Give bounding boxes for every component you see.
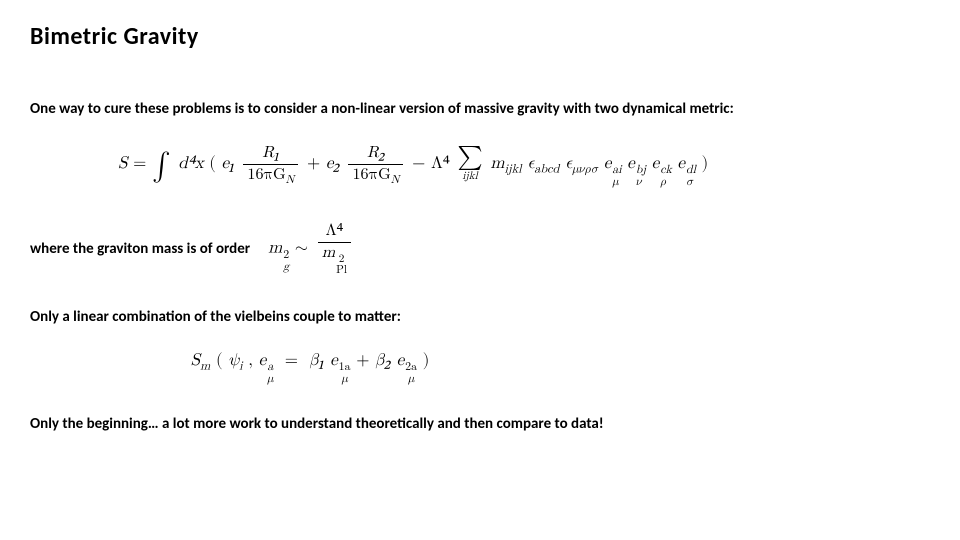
mat-rparen: )	[423, 352, 430, 369]
mpl-sq: 2	[336, 254, 347, 265]
sym-Sm: S	[191, 352, 200, 369]
sym-R1: R₁	[262, 145, 279, 161]
graviton-mass-text: where the graviton mass is of order	[30, 239, 250, 259]
sym-denN1: N	[286, 175, 295, 186]
sym-sum-sub: ijkl	[457, 170, 482, 183]
sym-ev2: e	[627, 155, 635, 172]
supsub-1: aiμ	[612, 165, 621, 189]
supsub-3: ckρ	[660, 165, 672, 189]
frac-R1: R₁ 16πGN	[243, 143, 298, 185]
sym-psi: ψ	[228, 352, 239, 369]
sym-sum: ∑	[457, 145, 482, 169]
mass-mPl: m	[322, 245, 335, 261]
sym-den2: 16πG	[352, 167, 390, 183]
me2-supsub: 2aμ	[405, 362, 417, 386]
sym-Lambda4: Λ⁴	[431, 155, 450, 172]
sym-b2: β₂	[375, 352, 391, 369]
sym-b1: β₁	[309, 352, 324, 369]
sum-icon: ∑ ijkl	[457, 145, 482, 183]
me1sub: μ	[339, 374, 351, 386]
mpl-Pl: Pl	[336, 265, 347, 276]
sym-ev3: e	[652, 155, 660, 172]
sym-lparen: (	[209, 155, 216, 172]
sym-me1: e	[330, 352, 338, 369]
equation-math: S = ∫ d⁴x ( e₁ R₁ 16πGN + e₂ R₂ 16πGN − …	[118, 155, 708, 172]
supsub-4: dlσ	[686, 165, 696, 189]
slide-title: Bimetric Gravity	[30, 22, 930, 51]
v1sub: μ	[612, 177, 621, 189]
mat-lparen: (	[216, 352, 223, 369]
integral-icon: ∫	[152, 149, 171, 183]
sym-eq: =	[133, 155, 146, 172]
sym-denN2: N	[391, 175, 400, 186]
sym-eps1-sub: abcd	[534, 163, 559, 175]
frac-mass: Λ⁴ m2Pl	[318, 221, 351, 277]
sym-R2: R₂	[367, 145, 385, 161]
closing-paragraph: Only the beginning… a lot more work to u…	[30, 414, 930, 434]
action-equation: S = ∫ d⁴x ( e₁ R₁ 16πGN + e₂ R₂ 16πGN − …	[118, 143, 930, 189]
sym-den1: 16πG	[247, 167, 285, 183]
v2sub: ν	[636, 177, 646, 189]
frac-R2: R₂ 16πGN	[348, 143, 403, 185]
e-mu: μ	[267, 374, 273, 386]
sym-rparen: )	[702, 155, 709, 172]
intro-paragraph: One way to cure these problems is to con…	[30, 99, 930, 119]
mg-g: g	[283, 262, 289, 274]
sym-minus: −	[412, 155, 425, 172]
graviton-mass-row: where the graviton mass is of order m2g …	[30, 221, 930, 277]
sym-e: e	[259, 352, 267, 369]
sym-psi-i: i	[239, 360, 242, 372]
v4sub: σ	[686, 177, 696, 189]
sym-eps2-sub: μνρσ	[572, 163, 598, 175]
e-supsub: aμ	[267, 362, 273, 386]
mass-num: Λ⁴	[325, 223, 343, 239]
sym-m: m	[490, 155, 504, 172]
graviton-mass-equation: m2g ∼ Λ⁴ m2Pl	[268, 221, 354, 277]
supsub-2: bjν	[636, 165, 646, 189]
me2sub: μ	[405, 374, 417, 386]
slide: Bimetric Gravity One way to cure these p…	[0, 0, 960, 540]
sym-mg: m	[268, 240, 282, 257]
v3sub: ρ	[660, 177, 672, 189]
sym-e2: e₂	[326, 155, 340, 172]
sym-plus1: +	[307, 155, 320, 172]
sym-m-sub: ijkl	[505, 163, 522, 175]
mg-supsub: 2g	[283, 250, 289, 274]
sym-me2: e	[397, 352, 405, 369]
me1-supsub: 1aμ	[339, 362, 351, 386]
sym-ev1: e	[604, 155, 612, 172]
sym-e1: e₁	[222, 155, 235, 172]
sym-tilde: ∼	[295, 240, 309, 257]
sym-d4x: d⁴x	[178, 155, 203, 172]
sym-Sm-m: m	[200, 360, 210, 372]
sym-S: S	[118, 155, 127, 172]
mat-plus: +	[356, 352, 369, 369]
mat-eq: =	[285, 352, 298, 369]
matter-equation: Sm ( ψi , eaμ = β₁ e1aμ + β₂ e2aμ )	[30, 351, 590, 386]
sym-comma: ,	[248, 352, 253, 369]
matter-math: Sm ( ψi , eaμ = β₁ e1aμ + β₂ e2aμ )	[191, 352, 430, 369]
mpl-supsub: 2Pl	[336, 254, 347, 277]
vielbein-paragraph: Only a linear combination of the vielbei…	[30, 307, 930, 327]
sym-ev4: e	[677, 155, 685, 172]
